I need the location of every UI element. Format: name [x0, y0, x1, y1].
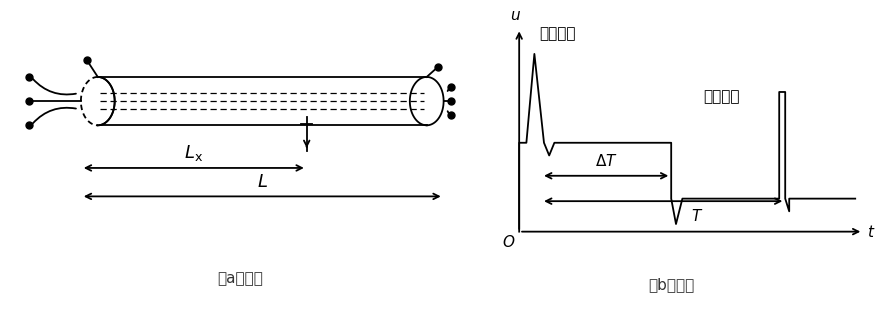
Text: $u$: $u$ — [509, 9, 521, 23]
Text: $t$: $t$ — [868, 224, 876, 240]
Text: $L_{\rm x}$: $L_{\rm x}$ — [184, 143, 204, 163]
Bar — [81, 77, 99, 125]
Text: （a）接线: （a）接线 — [217, 271, 263, 286]
Text: 发射脉冲: 发射脉冲 — [539, 26, 576, 41]
Text: $O$: $O$ — [501, 234, 516, 250]
Text: $\Delta T$: $\Delta T$ — [595, 154, 618, 169]
Text: $L$: $L$ — [257, 173, 268, 191]
Text: $T$: $T$ — [692, 208, 703, 223]
Bar — [98, 77, 427, 125]
Text: 反射脉冲: 反射脉冲 — [703, 89, 740, 105]
Text: （b）波形: （b）波形 — [648, 277, 694, 293]
